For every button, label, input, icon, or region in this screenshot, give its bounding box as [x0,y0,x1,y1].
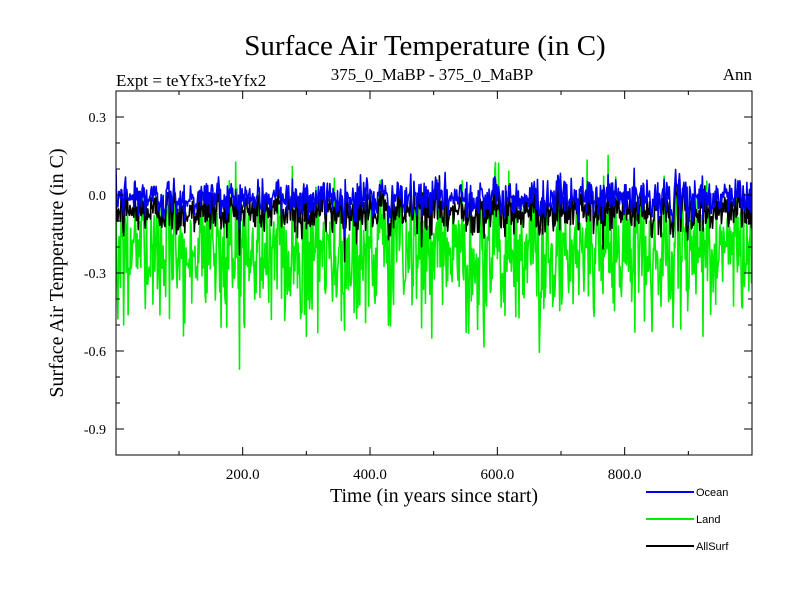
y-axis-label: Surface Air Temperature (in C) [46,148,68,397]
y-tick-label: -0.9 [84,423,106,438]
x-tick-label: 200.0 [226,467,260,483]
x-tick-label: 800.0 [608,467,642,483]
legend-label-ocean: Ocean [696,487,728,499]
series-line-land [116,154,752,370]
x-tick-label: 600.0 [480,467,514,483]
series-line-ocean [116,167,752,238]
legend: Ocean Land AllSurf [646,487,729,553]
y-tick-label: -0.6 [84,345,106,360]
y-tick-label: 0.0 [89,189,107,204]
series-layer [116,154,752,370]
y-axis: 0.3 0.0 -0.3 -0.6 -0.9 [84,90,752,456]
x-tick-label: 400.0 [353,467,387,483]
y-tick-label: -0.3 [84,267,106,282]
chart-subtitle-center: 375_0_MaBP - 375_0_MaBP [331,65,533,84]
legend-label-allsurf: AllSurf [696,541,729,553]
y-tick-label: 0.3 [89,111,107,126]
chart-subtitle-right: Ann [723,65,753,84]
legend-label-land: Land [696,514,720,526]
chart-title: Surface Air Temperature (in C) [244,30,605,62]
x-axis: 200.0 400.0 600.0 800.0 [178,91,689,483]
x-axis-label: Time (in years since start) [330,485,538,507]
chart-subtitle-left: Expt = teYfx3-teYfx2 [116,71,266,90]
